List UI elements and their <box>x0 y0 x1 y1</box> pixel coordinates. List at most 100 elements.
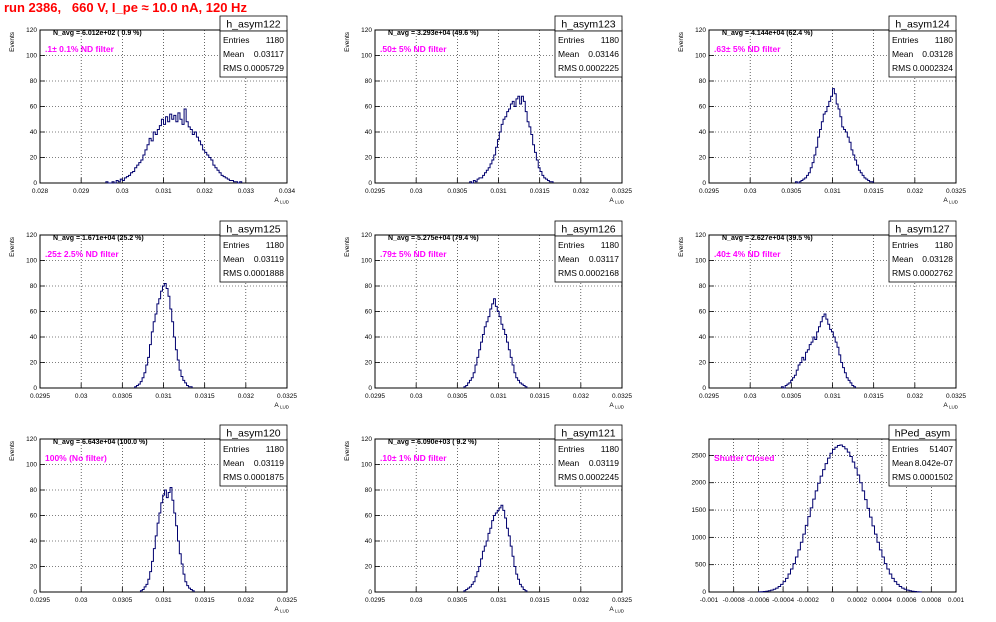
y-tick-label: 0 <box>702 589 706 596</box>
x-tick-label: 0.03 <box>410 393 423 400</box>
x-tick-label: 0.03 <box>744 393 757 400</box>
y-axis-title: Events <box>9 31 16 52</box>
x-tick-label: -0.0006 <box>747 597 769 604</box>
x-tick-label: 0.0325 <box>946 393 966 400</box>
stats-box <box>888 439 957 487</box>
stats-label: RMS <box>892 472 911 482</box>
histogram-line <box>780 313 857 389</box>
y-tick-label: 20 <box>30 360 38 367</box>
x-tick-label: 0.0305 <box>781 393 801 400</box>
x-tick-label: 0.0305 <box>447 188 467 195</box>
x-tick-label: 0.0295 <box>365 188 385 195</box>
histogram-panel-h_asym122: 0.028 0.029 0.03 0.031 0.032 0.033 0.034 0 20 40 6… <box>9 15 296 205</box>
stats-label: RMS <box>892 268 911 278</box>
y-tick-label: 60 <box>365 104 373 111</box>
filter-note: .10± 1% ND filter <box>380 453 447 463</box>
stats-label: Mean <box>558 458 580 468</box>
x-tick-label: 0.03 <box>75 597 88 604</box>
x-tick-label: 0.0305 <box>112 393 132 400</box>
histogram-line <box>463 504 528 592</box>
histogram-panel-h_asym124: 0.0295 0.03 0.0305 0.031 0.0315 0.032 0.0325 0 2… <box>678 15 966 205</box>
stats-value: 0.03119 <box>589 458 619 468</box>
x-axis-title: A LUD <box>943 402 958 410</box>
x-tick-label: 0.0315 <box>530 393 550 400</box>
x-tick-label: 0.0295 <box>30 597 50 604</box>
y-tick-label: 0 <box>33 589 37 596</box>
y-axis-title: Events <box>344 31 351 52</box>
y-tick-label: 20 <box>30 155 38 162</box>
histogram-name: h_asym125 <box>226 224 280 236</box>
y-tick-label: 120 <box>695 27 706 34</box>
x-tick-label: 0.0315 <box>530 188 550 195</box>
x-tick-label: 0.03 <box>116 188 129 195</box>
histogram-name: hPed_asym <box>895 428 951 440</box>
x-axis-title: A LUD <box>609 197 624 205</box>
x-axis-title: A LUD <box>609 402 624 410</box>
stats-value: 0.0002168 <box>579 268 619 278</box>
stats-label: Entries <box>558 240 584 250</box>
y-tick-label: 0 <box>368 589 372 596</box>
x-tick-label: 0.031 <box>155 393 172 400</box>
stats-box <box>219 30 288 78</box>
histogram-panel-h_asym125: 0.0295 0.03 0.0305 0.031 0.0315 0.032 0.0325 0 2… <box>9 220 297 410</box>
x-tick-label: 0.031 <box>490 188 507 195</box>
x-tick-label: 0.033 <box>238 188 255 195</box>
y-tick-label: 20 <box>699 360 707 367</box>
stats-value: 0.0002762 <box>913 268 953 278</box>
y-tick-label: 60 <box>699 104 707 111</box>
y-axis-title: Events <box>678 236 685 257</box>
y-tick-label: 40 <box>365 334 373 341</box>
y-tick-label: 0 <box>368 180 372 187</box>
histogram-panel-h_asym127: 0.0295 0.03 0.0305 0.031 0.0315 0.032 0.0325 0 2… <box>678 220 966 410</box>
stats-value: 1180 <box>601 444 620 454</box>
stats-label: Entries <box>892 240 918 250</box>
stats-box <box>554 439 623 487</box>
x-axis-title: A LUD <box>274 606 289 614</box>
x-tick-label: 0.031 <box>824 188 841 195</box>
stats-label: Entries <box>558 444 584 454</box>
histogram-name: h_asym127 <box>895 224 949 236</box>
stats-value: 0.0005729 <box>244 63 284 73</box>
y-tick-label: 100 <box>361 462 372 469</box>
navg-label: N_avg = 6.012e+02 ( 0.9 %) <box>53 30 142 37</box>
histogram-name: h_asym120 <box>226 428 280 440</box>
stats-label: RMS <box>223 268 242 278</box>
y-tick-label: 80 <box>699 78 707 85</box>
y-tick-label: 120 <box>26 436 37 443</box>
x-tick-label: 0.03 <box>744 188 757 195</box>
stats-value: 1180 <box>266 444 285 454</box>
x-tick-label: 0.032 <box>573 597 590 604</box>
y-tick-label: 120 <box>695 232 706 239</box>
y-tick-label: 80 <box>365 283 373 290</box>
stats-label: Mean <box>892 49 914 59</box>
stats-value: 51407 <box>929 444 953 454</box>
x-tick-label: 0.001 <box>948 597 965 604</box>
filter-note: .1± 0.1% ND filter <box>45 44 115 54</box>
histogram-name: h_asym126 <box>561 224 615 236</box>
y-axis-title: Events <box>344 440 351 461</box>
x-tick-label: 0.03 <box>410 597 423 604</box>
y-tick-label: 100 <box>26 258 37 265</box>
x-tick-label: 0.028 <box>32 188 49 195</box>
stats-label: Mean <box>558 254 580 264</box>
x-tick-label: 0.0295 <box>365 597 385 604</box>
y-tick-label: 20 <box>30 564 38 571</box>
y-tick-label: 120 <box>26 27 37 34</box>
filter-note: 100% (No filter) <box>45 453 107 463</box>
x-tick-label: 0.032 <box>238 597 255 604</box>
stats-label: Mean <box>892 458 914 468</box>
histogram-line <box>134 282 193 388</box>
y-tick-label: 0 <box>702 180 706 187</box>
y-tick-label: 120 <box>361 27 372 34</box>
x-tick-label: 0.0315 <box>195 597 215 604</box>
stats-label: RMS <box>558 63 577 73</box>
y-tick-label: 60 <box>30 513 38 520</box>
x-tick-label: 0.0325 <box>277 393 297 400</box>
x-axis-title: A LUD <box>609 606 624 614</box>
stats-label: Mean <box>223 49 245 59</box>
x-axis-title: A LUD <box>274 402 289 410</box>
filter-note: .50± 5% ND filter <box>380 44 447 54</box>
y-tick-label: 100 <box>695 53 706 60</box>
x-tick-label: 0.03 <box>75 393 88 400</box>
y-tick-label: 20 <box>699 155 707 162</box>
